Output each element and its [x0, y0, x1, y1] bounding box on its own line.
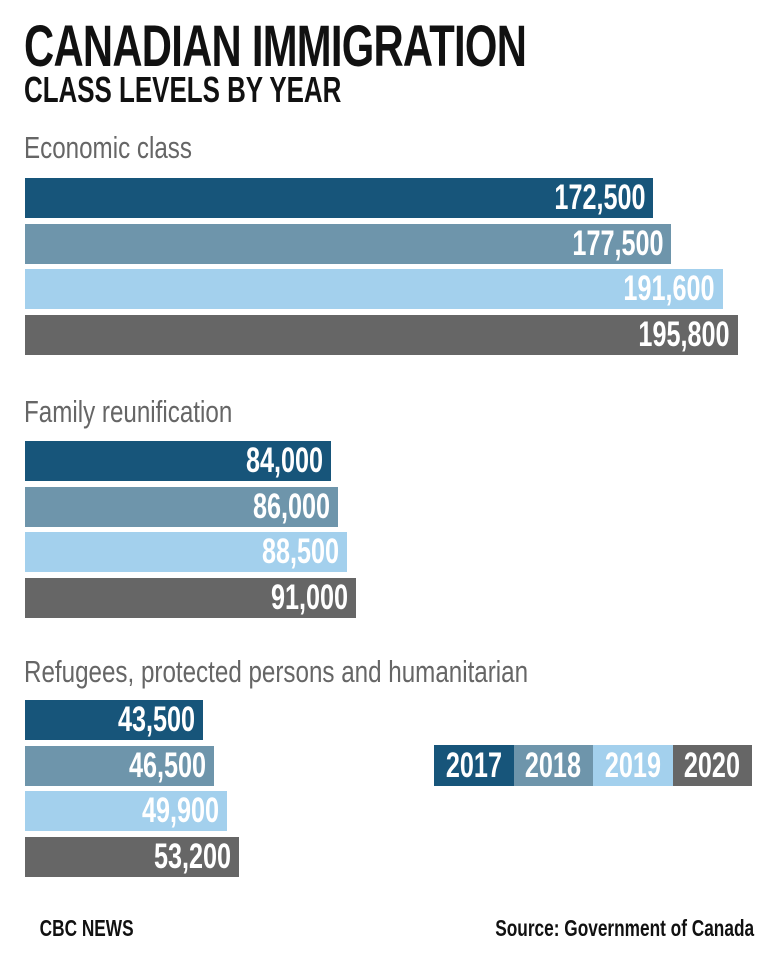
- bar-2020: 195,800: [25, 315, 738, 356]
- chart-title: CANADIAN IMMIGRATION: [24, 14, 527, 79]
- data-label: 177,500: [572, 223, 664, 263]
- legend-item-2018: 2018: [513, 745, 593, 786]
- legend-label: 2019: [604, 746, 661, 785]
- category-label: Economic class: [24, 130, 192, 165]
- legend: 2017 2018 2019 2020: [434, 745, 752, 786]
- bar-2018: 86,000: [25, 486, 339, 527]
- chart-subtitle: CLASS LEVELS BY YEAR: [24, 69, 342, 110]
- bar-2019: 49,900: [25, 791, 227, 832]
- brand-label: CBC NEWS: [39, 915, 134, 941]
- legend-item-2020: 2020: [672, 745, 752, 786]
- bar-2018: 177,500: [25, 223, 672, 264]
- legend-label: 2020: [684, 746, 741, 785]
- bar-2019: 191,600: [25, 269, 723, 310]
- legend-item-2019: 2019: [593, 745, 673, 786]
- bar-2020: 91,000: [25, 578, 357, 619]
- data-label: 91,000: [271, 578, 349, 618]
- bar-2020: 53,200: [25, 837, 239, 878]
- legend-label: 2018: [525, 746, 582, 785]
- data-label: 195,800: [638, 315, 730, 355]
- source-label: Source: Government of Canada: [495, 915, 754, 941]
- data-label: 88,500: [262, 532, 340, 572]
- data-label: 43,500: [118, 700, 196, 739]
- data-label: 49,900: [141, 791, 219, 831]
- data-label: 46,500: [129, 745, 207, 785]
- data-label: 191,600: [623, 269, 715, 309]
- data-label: 86,000: [253, 486, 331, 526]
- bar-2017: 43,500: [25, 700, 204, 740]
- category-label: Family reunification: [24, 394, 233, 429]
- bar-2018: 46,500: [25, 745, 215, 786]
- data-label: 84,000: [245, 441, 323, 480]
- bar-2019: 88,500: [25, 532, 348, 573]
- data-label: 172,500: [554, 178, 646, 217]
- bar-2017: 84,000: [25, 441, 331, 481]
- data-label: 53,200: [153, 837, 231, 877]
- category-label: Refugees, protected persons and humanita…: [24, 654, 529, 689]
- legend-label: 2017: [445, 746, 502, 785]
- legend-item-2017: 2017: [434, 745, 514, 786]
- bar-2017: 172,500: [25, 178, 654, 218]
